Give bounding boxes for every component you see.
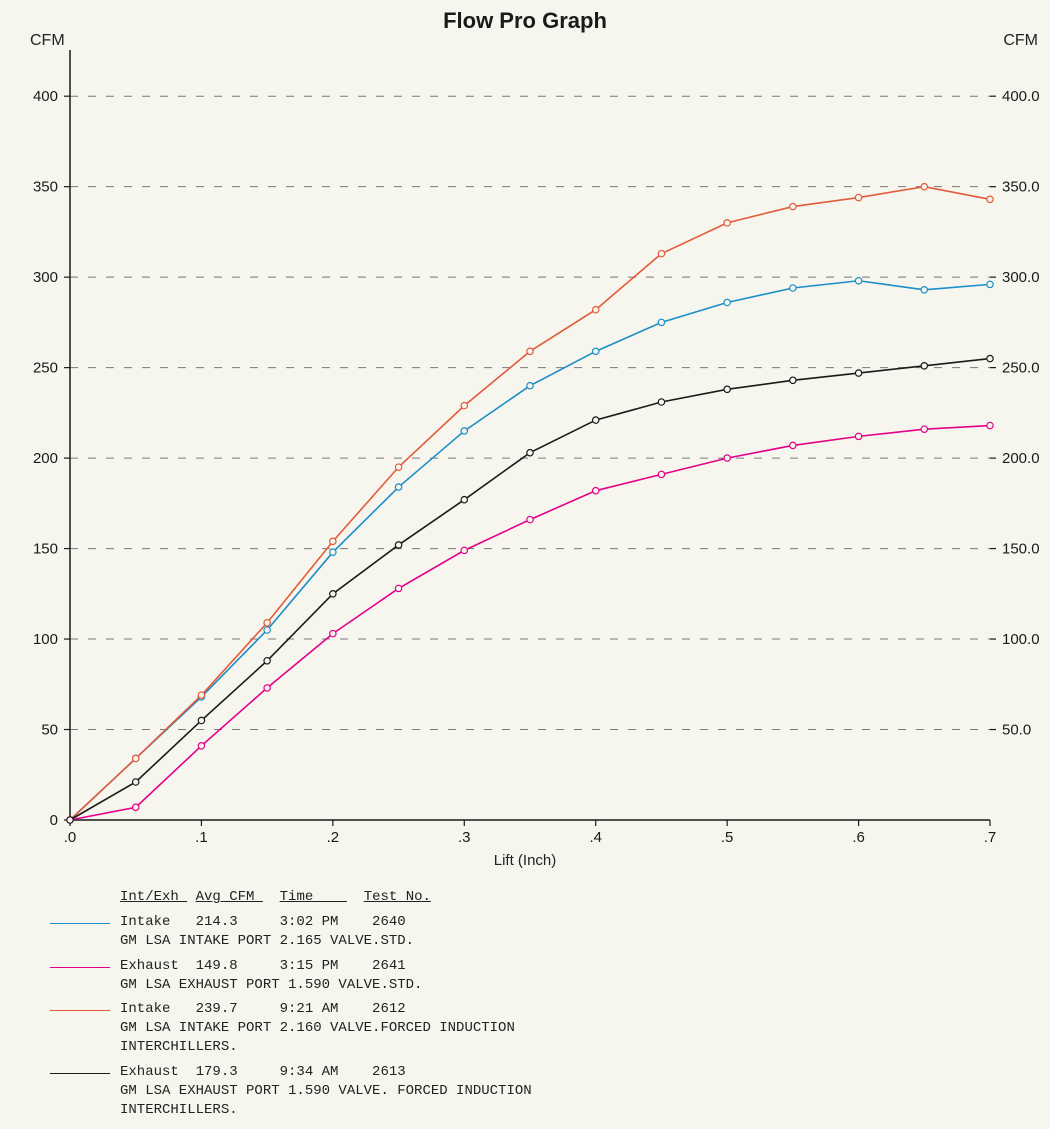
legend-swatch	[50, 967, 110, 968]
legend-swatch	[50, 1073, 110, 1074]
svg-text:50.0: 50.0	[1002, 722, 1031, 739]
svg-text:350.0: 350.0	[1002, 179, 1040, 196]
svg-text:250: 250	[33, 360, 58, 377]
svg-text:.0: .0	[64, 829, 77, 846]
chart-plot: .0 .1 .2 .3 .4 .5 .6 .7 0 50 100 150 200 250 300 350 400…	[0, 0, 1050, 870]
legend-swatch	[50, 1010, 110, 1011]
series-exhaust_std	[70, 426, 990, 820]
legend-row: Intake 239.7 9:21 AM 2612 GM LSA INTAKE …	[50, 1000, 532, 1057]
svg-text:100.0: 100.0	[1002, 631, 1040, 648]
svg-text:300: 300	[33, 269, 58, 286]
svg-text:.5: .5	[721, 829, 734, 846]
legend-row: Exhaust 149.8 3:15 PM 2641 GM LSA EXHAUS…	[50, 957, 532, 995]
svg-text:.4: .4	[589, 829, 602, 846]
legend-entry-text: Exhaust 179.3 9:34 AM 2613 GM LSA EXHAUS…	[120, 1063, 532, 1120]
svg-text:100: 100	[33, 631, 58, 648]
svg-text:.7: .7	[984, 829, 997, 846]
svg-text:150: 150	[33, 541, 58, 558]
svg-text:0: 0	[50, 812, 58, 829]
legend-row: Intake 214.3 3:02 PM 2640 GM LSA INTAKE …	[50, 913, 532, 951]
legend-block: Int/Exh Avg CFM Time Test No. Intake 214.…	[50, 888, 532, 1126]
svg-text:300.0: 300.0	[1002, 269, 1040, 286]
x-axis-label: Lift (Inch)	[0, 852, 1050, 869]
svg-text:400: 400	[33, 88, 58, 105]
svg-text:150.0: 150.0	[1002, 541, 1040, 558]
svg-text:200.0: 200.0	[1002, 450, 1040, 467]
svg-text:.3: .3	[458, 829, 471, 846]
svg-text:50: 50	[41, 722, 58, 739]
svg-text:.1: .1	[195, 829, 208, 846]
svg-text:.6: .6	[852, 829, 865, 846]
legend-row: Exhaust 179.3 9:34 AM 2613 GM LSA EXHAUS…	[50, 1063, 532, 1120]
legend-entry-text: Exhaust 149.8 3:15 PM 2641 GM LSA EXHAUS…	[120, 957, 422, 995]
svg-text:350: 350	[33, 179, 58, 196]
legend-entry-text: Intake 239.7 9:21 AM 2612 GM LSA INTAKE …	[120, 1000, 515, 1057]
legend-header-text: Int/Exh Avg CFM Time Test No.	[120, 888, 431, 907]
legend-swatch	[50, 923, 110, 924]
legend-entry-text: Intake 214.3 3:02 PM 2640 GM LSA INTAKE …	[120, 913, 422, 951]
page-root: Flow Pro Graph CFM CFM .0.1.2.3.4.5.6.70…	[0, 0, 1050, 1129]
svg-text:250.0: 250.0	[1002, 360, 1040, 377]
svg-text:400.0: 400.0	[1002, 88, 1040, 105]
svg-text:.2: .2	[327, 829, 340, 846]
svg-text:200: 200	[33, 450, 58, 467]
series-exhaust_fi	[70, 359, 990, 820]
legend-header: Int/Exh Avg CFM Time Test No.	[50, 888, 532, 907]
